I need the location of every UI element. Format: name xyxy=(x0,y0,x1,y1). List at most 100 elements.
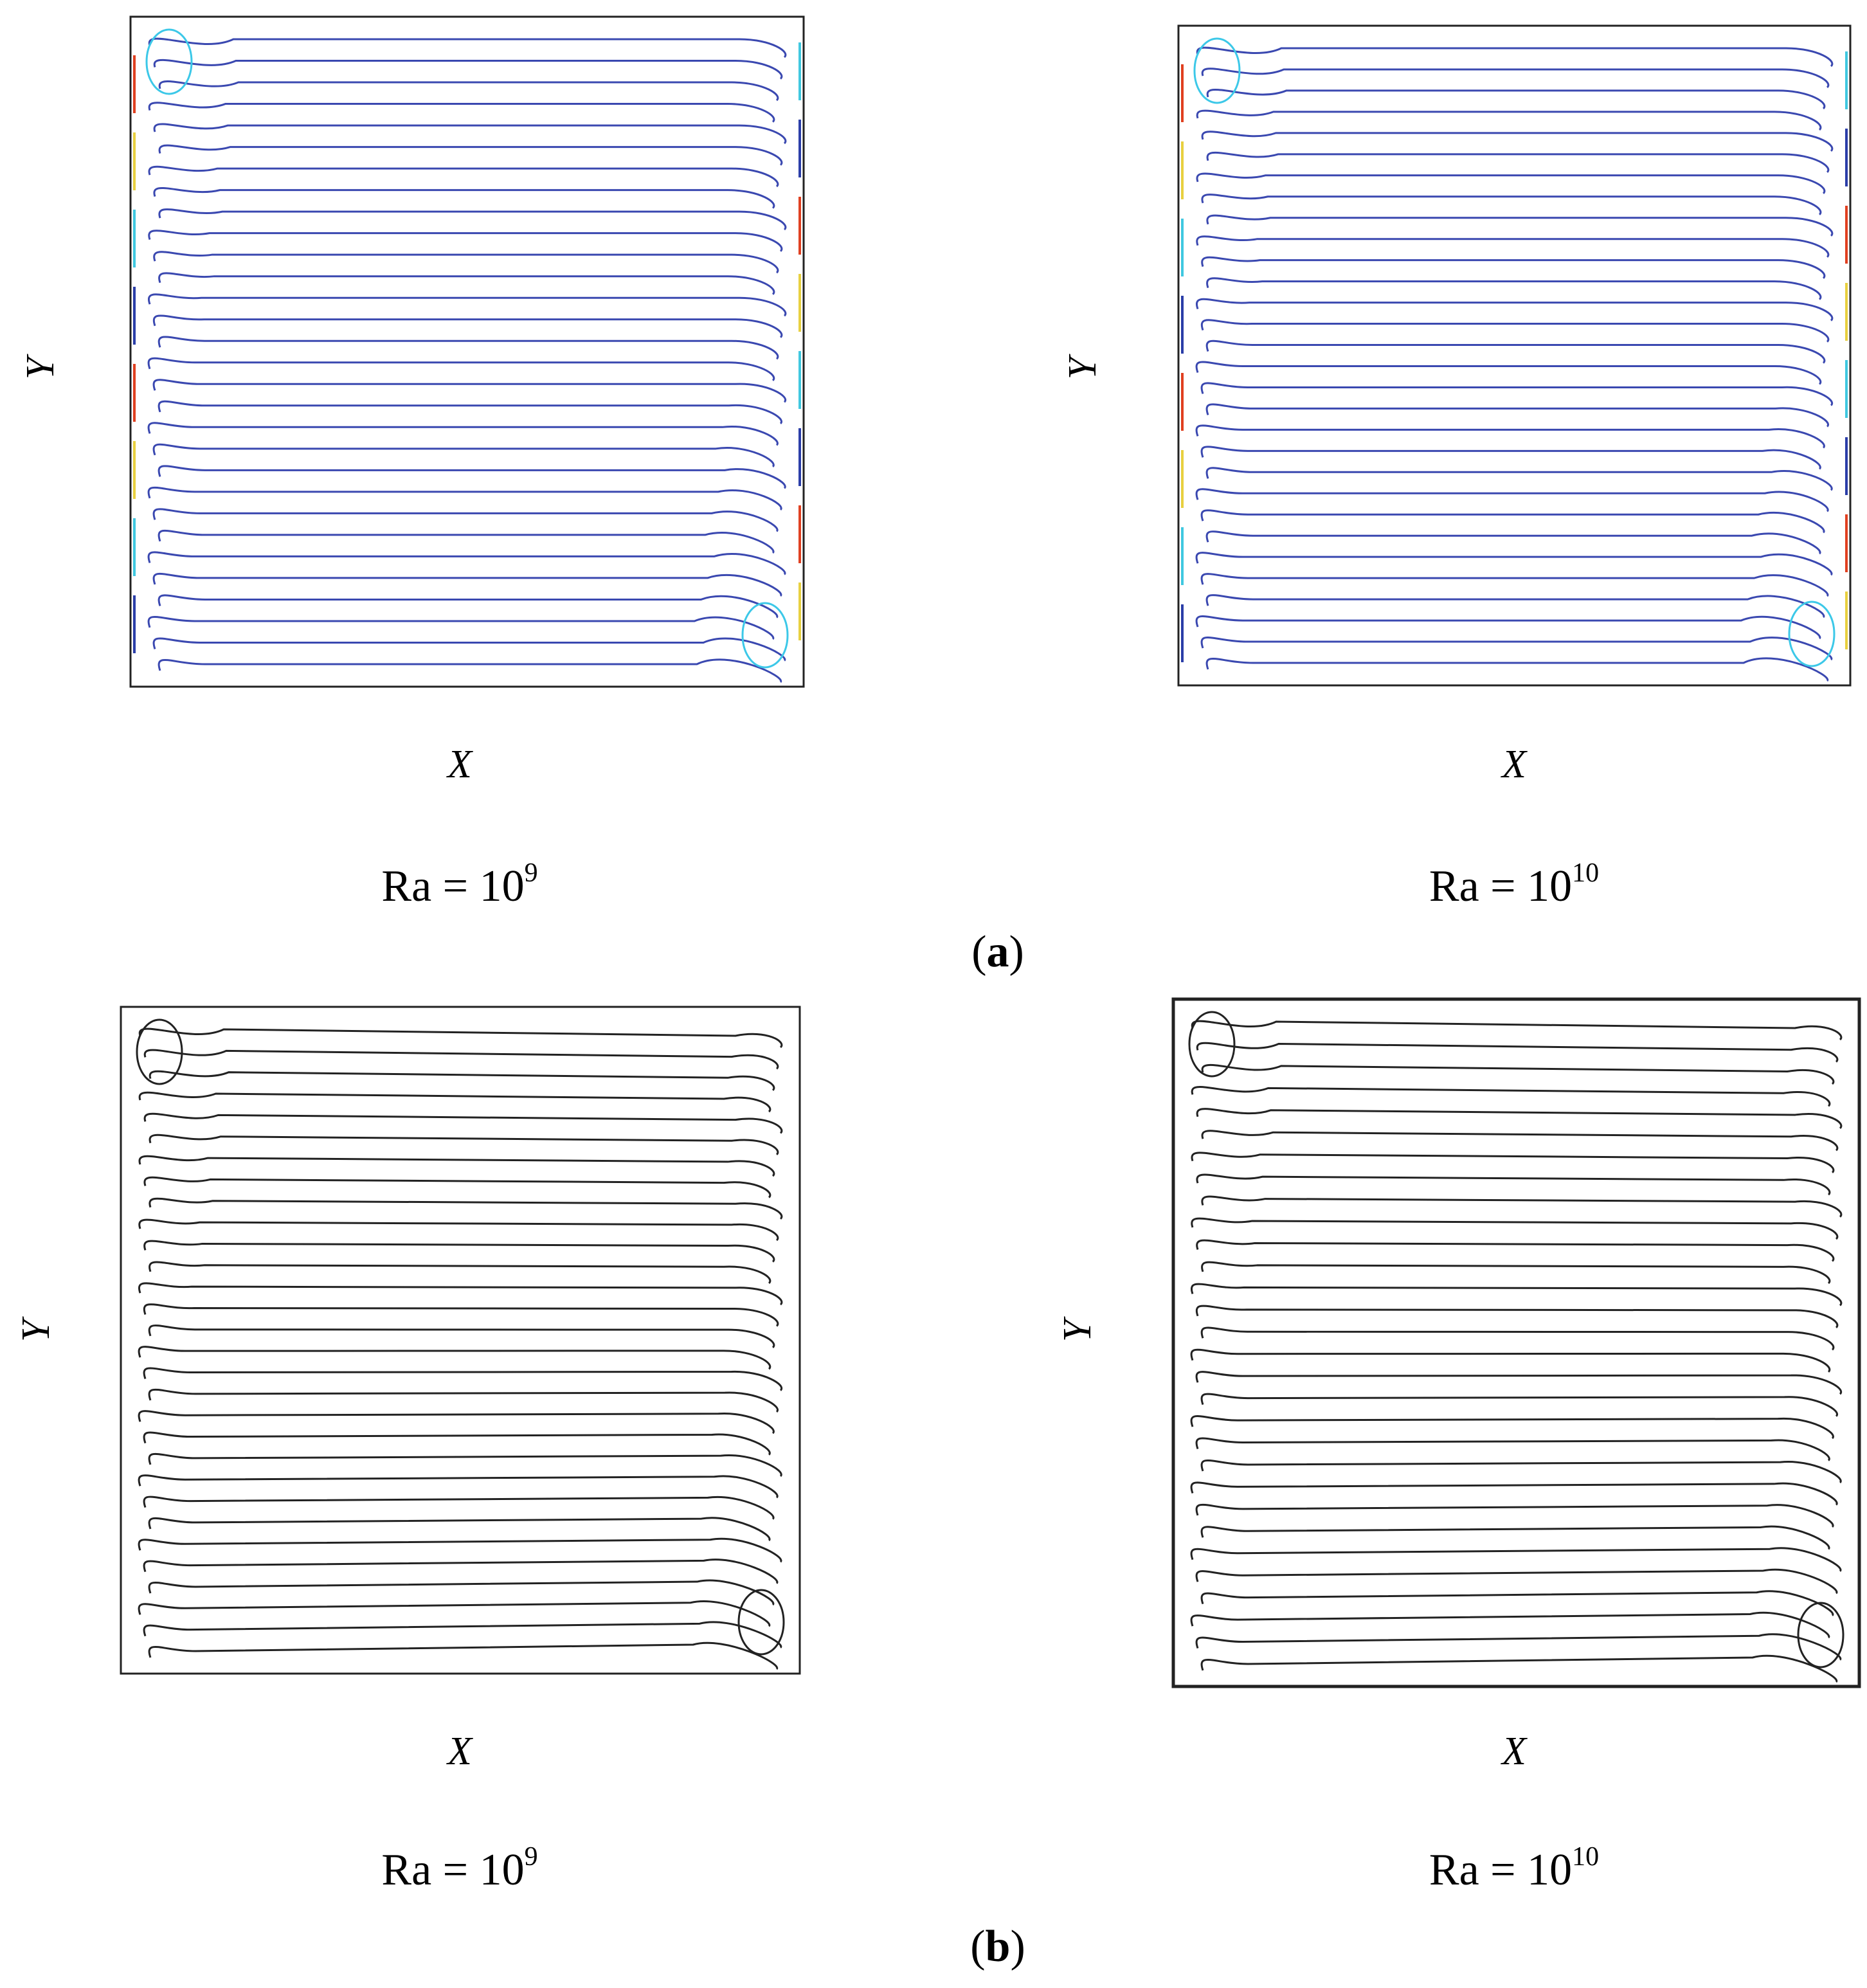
streamline xyxy=(1201,1063,1835,1085)
streamline xyxy=(152,443,775,467)
streamline xyxy=(1196,1042,1839,1063)
streamline xyxy=(1200,573,1829,597)
part-close: ) xyxy=(1009,927,1024,977)
y-axis-label: Y xyxy=(1061,354,1105,379)
part-open: ( xyxy=(971,927,986,977)
part-close: ) xyxy=(1010,1922,1025,1971)
part-open: ( xyxy=(970,1922,985,1971)
streamline xyxy=(143,1240,775,1263)
streamline xyxy=(1196,298,1834,321)
streamline xyxy=(138,1027,783,1049)
streamline xyxy=(152,314,783,338)
streamline xyxy=(143,1559,779,1584)
streamline xyxy=(1195,615,1821,640)
streamline xyxy=(1195,1437,1830,1461)
streamline xyxy=(148,1517,771,1542)
streamline xyxy=(1205,403,1830,428)
streamline xyxy=(143,1112,783,1134)
part-letter: a xyxy=(987,927,1009,977)
streamline xyxy=(143,1176,771,1198)
streamline xyxy=(149,1261,771,1284)
caption-text: Ra = 10 xyxy=(1429,862,1572,911)
streamline xyxy=(1196,1108,1843,1129)
streamline xyxy=(147,357,775,381)
streamline xyxy=(153,251,779,274)
streamline xyxy=(1190,1348,1831,1373)
streamline xyxy=(158,594,779,619)
streamline xyxy=(138,1155,775,1177)
y-axis-label: Y xyxy=(1056,1316,1099,1342)
streamline xyxy=(158,80,779,102)
streamline xyxy=(1190,1611,1830,1639)
streamline xyxy=(1205,657,1829,682)
streamline xyxy=(149,1070,775,1091)
vortex xyxy=(1193,37,1241,104)
streamline xyxy=(1196,109,1822,131)
streamline xyxy=(153,123,787,145)
streamline xyxy=(1205,530,1821,555)
vortex xyxy=(741,602,789,669)
streamline xyxy=(1206,151,1830,173)
streamline xyxy=(1195,552,1833,576)
streamline xyxy=(138,1218,779,1242)
streamline xyxy=(1195,1633,1842,1661)
streamline xyxy=(148,1452,782,1477)
streamline xyxy=(148,230,783,252)
panel-frame xyxy=(129,15,805,688)
streamline xyxy=(148,293,787,317)
streamline xyxy=(1191,1086,1831,1107)
streamline xyxy=(158,208,787,231)
streamline xyxy=(1196,1173,1831,1196)
x-axis-label: X xyxy=(446,743,473,786)
streamline xyxy=(1196,235,1830,258)
streamline xyxy=(1201,1261,1831,1285)
streamline xyxy=(158,336,779,360)
streamline xyxy=(1201,1130,1839,1152)
streamline xyxy=(143,1303,779,1327)
streamline xyxy=(153,187,775,209)
streamline xyxy=(1195,1305,1839,1328)
streamline xyxy=(152,508,779,532)
streamline xyxy=(1195,1503,1834,1528)
streamline xyxy=(1200,1525,1830,1550)
streamline xyxy=(1195,1371,1843,1395)
streamline xyxy=(1201,131,1834,152)
streamline xyxy=(1200,319,1830,343)
streamline xyxy=(1191,1152,1835,1173)
panel-frame xyxy=(1171,997,1861,1688)
streamline xyxy=(152,637,786,662)
streamline xyxy=(1191,1217,1839,1240)
part-label: (b) xyxy=(970,1922,1025,1971)
streamline xyxy=(152,572,782,597)
streamline xyxy=(1190,1547,1842,1572)
vortex xyxy=(1788,601,1835,667)
caption: Ra = 1010 xyxy=(1429,1842,1599,1895)
streamline xyxy=(1200,446,1821,470)
streamline xyxy=(1195,488,1829,512)
caption-text: Ra = 10 xyxy=(381,1845,524,1895)
streamline xyxy=(1206,88,1826,110)
streamline xyxy=(1200,1459,1842,1484)
streamline-panel xyxy=(1171,997,1861,1688)
streamline xyxy=(158,658,782,683)
streamline xyxy=(143,1431,771,1456)
streamline xyxy=(149,1134,779,1155)
streamline xyxy=(149,1197,783,1220)
streamline xyxy=(1195,361,1822,385)
streamline xyxy=(1200,1326,1835,1351)
streamline xyxy=(138,1474,779,1499)
streamline xyxy=(143,1496,775,1520)
vortex xyxy=(136,1018,183,1085)
caption-exponent: 10 xyxy=(1572,1842,1599,1872)
y-axis-label: Y xyxy=(14,1316,58,1342)
part-label: (a) xyxy=(971,927,1024,977)
streamline xyxy=(1196,1239,1835,1262)
streamline xyxy=(147,551,786,575)
streamline xyxy=(1200,637,1833,661)
streamline xyxy=(148,102,775,123)
streamline xyxy=(1200,1393,1839,1417)
x-axis-label: X xyxy=(1500,743,1528,786)
caption: Ra = 1010 xyxy=(1429,858,1599,911)
streamline xyxy=(143,1621,782,1649)
